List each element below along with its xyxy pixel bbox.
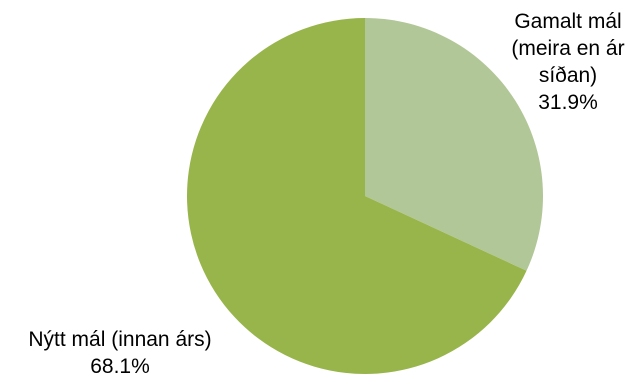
pie-slice-label-0: Gamalt mál (meira en ár síðan) 31.9% [511, 10, 624, 114]
pie-slice-label-line-0-2: síðan) [539, 64, 597, 87]
pie-slice-label-line-1-0: Nýtt mál (innan árs) [28, 328, 211, 351]
pie-slice-1 [186, 18, 527, 374]
pie-slices [186, 18, 543, 374]
pie-slice-0 [365, 18, 543, 271]
pie-slice-percent-0: 31.9% [538, 91, 598, 114]
pie-slice-percent-1: 68.1% [90, 355, 150, 378]
pie-slice-label-1: Nýtt mál (innan árs) 68.1% [28, 328, 211, 378]
pie-slice-label-line-0-0: Gamalt mál [514, 10, 621, 33]
pie-slice-label-line-0-1: (meira en ár [511, 37, 624, 60]
pie-labels: Gamalt mál (meira en ár síðan) 31.9% Nýtt má… [28, 10, 624, 378]
